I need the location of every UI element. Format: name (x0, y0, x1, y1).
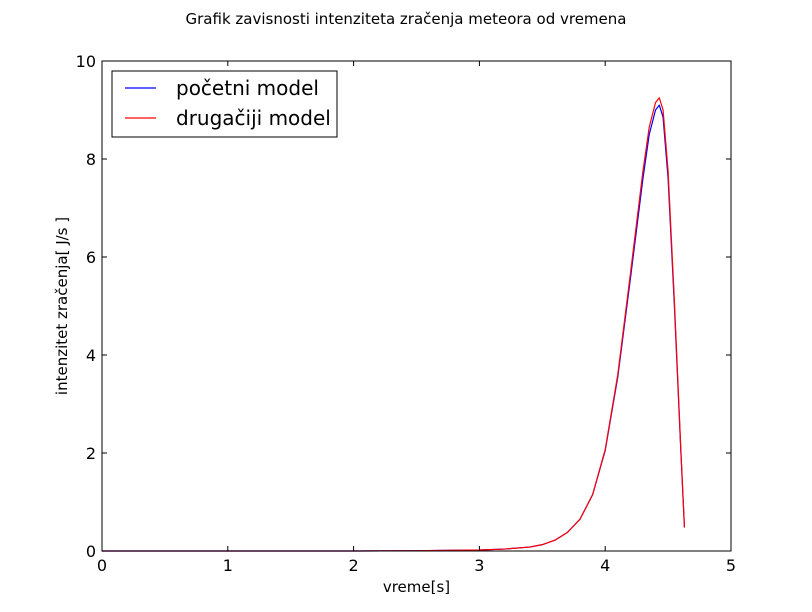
y-tick-label: 8 (86, 150, 96, 169)
y-tick-label: 4 (86, 346, 96, 365)
legend-box (111, 70, 338, 138)
x-tick-label: 0 (97, 556, 107, 575)
y-tick-label: 6 (86, 248, 96, 267)
x-tick-label: 5 (726, 556, 736, 575)
x-tick-label: 2 (349, 556, 359, 575)
x-tick-label: 1 (223, 556, 233, 575)
x-axis-label: vreme[s] (383, 578, 450, 596)
y-tick-label: 2 (86, 444, 96, 463)
legend-label-drugaciji-model: drugačiji model (176, 106, 331, 130)
y-tick-label: 10 (76, 52, 96, 71)
y-tick-label: 0 (86, 542, 96, 561)
legend: početni model drugačiji model (111, 70, 338, 138)
plot-frame (101, 60, 732, 552)
ticks-layer: 0 1 2 3 4 5 0 2 4 6 8 10 (76, 52, 736, 575)
x-tick-label: 3 (474, 556, 484, 575)
series-line-1 (102, 97, 686, 552)
chart-title: Grafik zavisnosti intenziteta zračenja m… (186, 10, 627, 28)
legend-label-pocetni-model: početni model (176, 76, 319, 100)
y-axis-label: intenzitet zračenja[ J/s ] (53, 217, 71, 395)
x-tick-label: 4 (600, 556, 610, 575)
series-layer (102, 97, 686, 552)
